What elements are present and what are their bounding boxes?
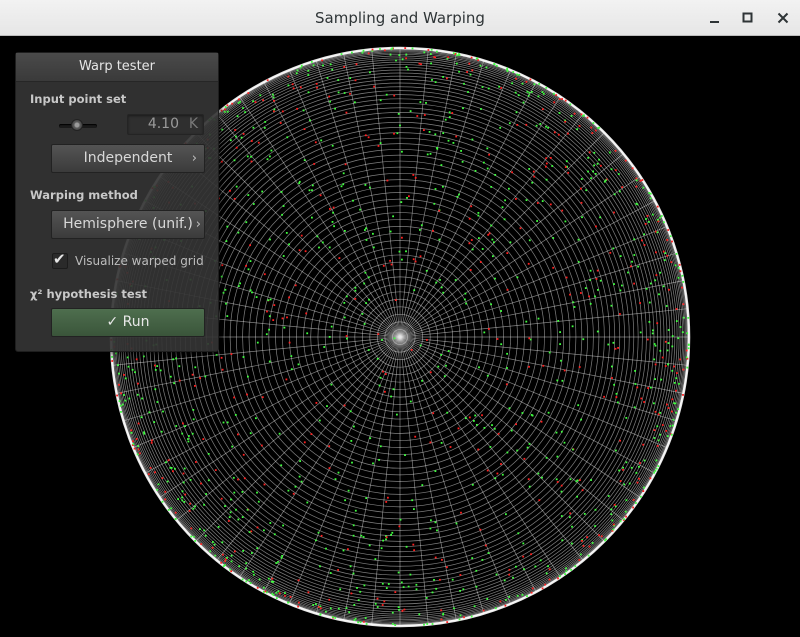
close-button[interactable] (773, 8, 793, 28)
input-point-set-label: Input point set (30, 92, 127, 106)
sample-points (110, 47, 690, 626)
panel-title: Warp tester (16, 53, 218, 82)
point-type-button[interactable]: Independent › (51, 144, 205, 173)
close-icon (777, 12, 789, 24)
point-count-unit: K (188, 116, 198, 132)
warping-method-label: Warping method (30, 188, 138, 202)
maximize-button[interactable] (738, 8, 758, 28)
point-count-field[interactable]: 4.10 K (127, 114, 204, 135)
chevron-right-icon: › (195, 217, 201, 232)
minimize-icon (710, 21, 719, 23)
hypothesis-test-label: χ² hypothesis test (30, 287, 148, 301)
run-button-label: ✓ Run (106, 314, 150, 330)
warping-method-button[interactable]: Hemisphere (unif.) › (51, 210, 205, 239)
point-count-value: 4.10 (147, 116, 179, 132)
visualize-grid-label: Visualize warped grid (75, 254, 204, 268)
window-title: Sampling and Warping (315, 9, 485, 27)
title-bar: Sampling and Warping (0, 0, 800, 36)
visualize-grid-checkbox[interactable]: ✔ (52, 250, 68, 269)
warp-tester-panel: Warp tester Input point set 4.10 K Indep… (15, 52, 219, 352)
chevron-right-icon: › (191, 151, 197, 166)
minimize-button[interactable] (705, 8, 725, 28)
point-count-slider-handle[interactable] (71, 119, 83, 131)
maximize-icon (742, 12, 753, 23)
point-type-label: Independent (83, 150, 173, 166)
checkmark-icon: ✔ (53, 250, 66, 268)
warping-method-value: Hemisphere (unif.) (63, 216, 193, 232)
run-button[interactable]: ✓ Run (51, 308, 205, 337)
